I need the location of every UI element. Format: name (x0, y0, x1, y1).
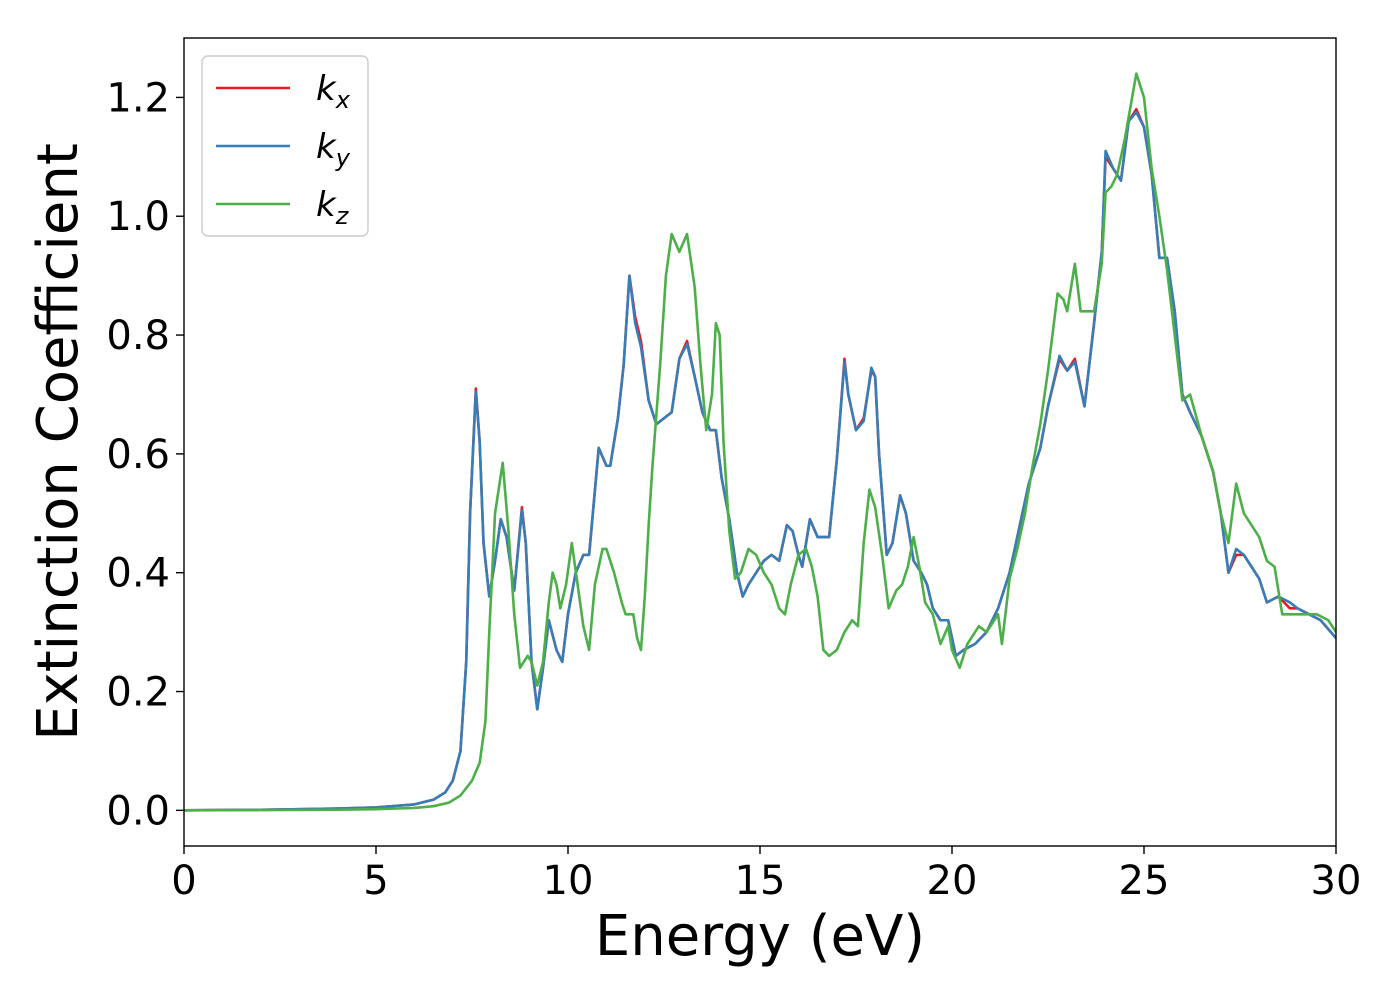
y-tick-label: 0.2 (106, 670, 170, 716)
series-line-ky (184, 110, 1336, 812)
y-tick-label: 0.0 (106, 788, 170, 834)
x-tick-label: 25 (1119, 858, 1170, 904)
series-line-kz (184, 72, 1336, 812)
legend-label-subscript: y (335, 144, 351, 172)
x-tick-label: 0 (171, 858, 196, 904)
y-tick-label: 0.8 (106, 313, 170, 359)
y-tick-label: 1.2 (106, 75, 170, 121)
y-axis: 0.0 0.2 0.4 0.6 0.8 1.0 1.2 (106, 75, 184, 834)
legend-label-ky: ky (316, 127, 351, 172)
x-tick-label: 30 (1311, 858, 1362, 904)
x-axis-title: Energy (eV) (595, 904, 925, 969)
series-layer (184, 72, 1336, 812)
legend-label-subscript: x (335, 86, 351, 114)
legend-label-base: k (316, 69, 337, 109)
legend-label-base: k (316, 185, 337, 225)
legend-label-subscript: z (335, 202, 350, 230)
y-tick-label: 1.0 (106, 194, 170, 240)
y-axis-title: Extinction Coefficient (26, 143, 91, 741)
legend-label-kx: kx (316, 69, 351, 114)
y-tick-label: 0.4 (106, 551, 170, 597)
y-tick-label: 0.6 (106, 432, 170, 478)
x-tick-label: 15 (735, 858, 786, 904)
legend-label-base: k (316, 127, 337, 167)
x-tick-label: 20 (927, 858, 978, 904)
legend-label-kz: kz (316, 185, 350, 230)
x-tick-label: 10 (543, 858, 594, 904)
x-tick-label: 5 (363, 858, 388, 904)
x-axis: 0 5 10 15 20 25 30 (171, 846, 1361, 904)
